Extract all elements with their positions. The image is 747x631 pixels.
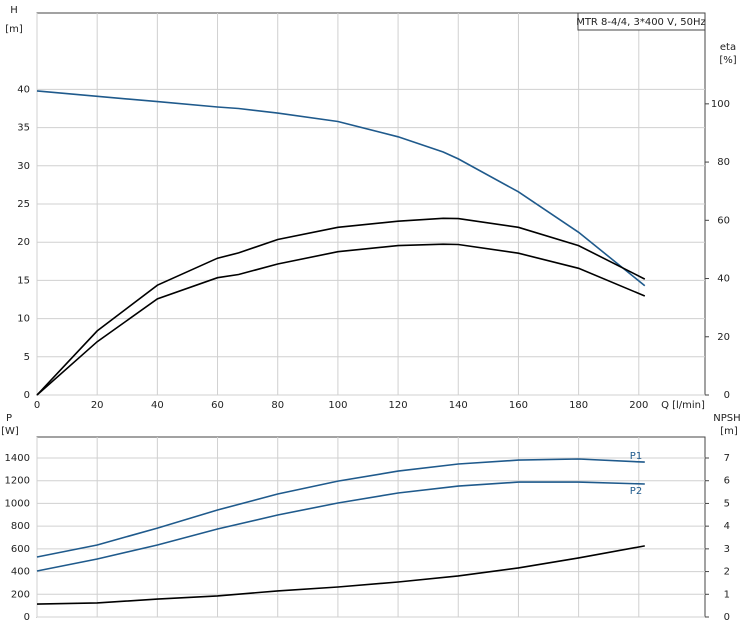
curve (36, 458, 645, 558)
x-label: Q [l/min] (661, 400, 705, 411)
y2-tick-label: 4 (724, 521, 730, 532)
x-tick-label: 140 (449, 400, 468, 411)
y-tick-label: 800 (11, 521, 30, 532)
x-tick-label: 20 (91, 400, 104, 411)
y-label: P (6, 413, 12, 424)
y2-tick-label: 20 (717, 332, 730, 343)
y-tick-label: 1400 (5, 453, 30, 464)
x-tick-label: 0 (34, 400, 40, 411)
annotation: P2 (630, 486, 642, 497)
y-tick-label: 5 (24, 352, 30, 363)
curve (36, 481, 645, 572)
x-tick-label: 160 (509, 400, 528, 411)
x-tick-label: 200 (629, 400, 648, 411)
y-tick-label: 10 (17, 314, 30, 325)
x-tick-label: 120 (389, 400, 408, 411)
bottom-frame (36, 436, 706, 618)
curve (36, 217, 646, 396)
y-tick-label: 0 (24, 390, 30, 401)
y-tick-label: 200 (11, 589, 30, 600)
y2-tick-label: 3 (724, 544, 730, 555)
y-label: H (10, 5, 18, 16)
legend-box (577, 12, 706, 31)
y-tick-label: 1200 (5, 476, 30, 487)
x-tick-label: 40 (151, 400, 164, 411)
y2-tick-label: 60 (717, 215, 730, 226)
y-tick-label: 20 (17, 237, 30, 248)
y2-tick-label: 2 (724, 567, 730, 578)
y2-tick-label: 7 (724, 453, 730, 464)
y2-tick-label: 40 (717, 274, 730, 285)
y-tick-label: 0 (24, 612, 30, 623)
x-tick-label: 60 (211, 400, 224, 411)
y2-tick-label: 80 (717, 157, 730, 168)
y2-tick-label: 1 (724, 589, 730, 600)
curve (36, 243, 646, 396)
curve (36, 90, 646, 287)
y2-tick-label: 100 (711, 99, 730, 110)
y-unit: [m] (5, 24, 23, 35)
y2-tick-label: 0 (724, 390, 730, 401)
y-tick-label: 35 (17, 123, 30, 134)
y-tick-label: 40 (17, 84, 30, 95)
x-tick-label: 80 (271, 400, 284, 411)
y-tick-label: 30 (17, 161, 30, 172)
y-tick-label: 400 (11, 567, 30, 578)
plot-layer: 0 20 40 60 80 100 120 140 160 180 2000510152025303… (5, 13, 730, 623)
y2-tick-label: 0 (724, 612, 730, 623)
y2-tick-label: 6 (724, 476, 730, 487)
y-tick-label: 25 (17, 199, 30, 210)
y-tick-label: 15 (17, 275, 30, 286)
y-unit: [W] (1, 426, 19, 437)
curve (36, 545, 645, 605)
y2-unit: [m] (720, 426, 738, 437)
y2-tick-label: 5 (724, 498, 730, 509)
legend-text: MTR 8-4/4, 3*400 V, 50Hz (576, 17, 706, 28)
y-tick-label: 600 (11, 544, 30, 555)
annotation: P1 (630, 451, 642, 462)
y2-unit: [%] (719, 55, 736, 66)
y-tick-label: 1000 (5, 498, 30, 509)
y2-label: NPSH (713, 413, 740, 424)
x-tick-label: 180 (569, 400, 588, 411)
y2-label: eta (720, 42, 736, 53)
x-tick-label: 100 (328, 400, 347, 411)
